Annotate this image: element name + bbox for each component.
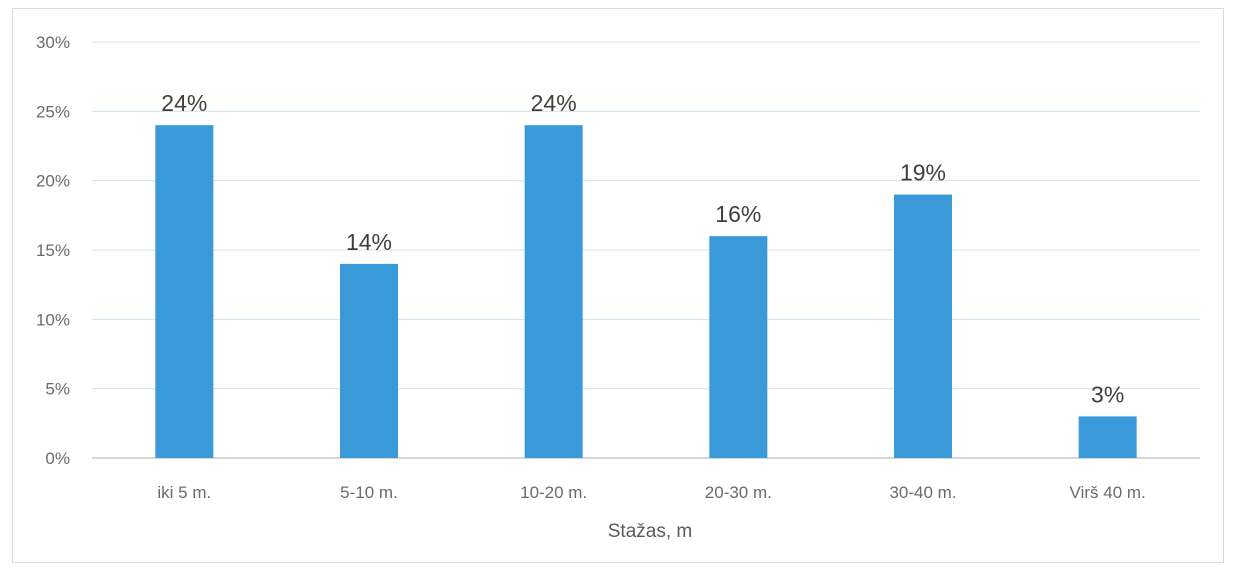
y-tick-label: 10% bbox=[36, 310, 70, 329]
data-labels: 24% 14% 24% 16% 19% 3% bbox=[161, 90, 1124, 407]
chart-frame bbox=[12, 8, 1224, 563]
bar bbox=[155, 125, 214, 458]
data-label: 19% bbox=[900, 160, 946, 186]
bar bbox=[709, 236, 768, 458]
data-label: 14% bbox=[346, 229, 392, 255]
y-tick-label: 20% bbox=[36, 172, 70, 191]
x-axis-ticks: iki 5 m. 5-10 m. 10-20 m. 20-30 m. 30-40 m. V… bbox=[157, 483, 1145, 502]
bar bbox=[1078, 416, 1137, 458]
data-label: 24% bbox=[161, 90, 207, 116]
y-tick-label: 25% bbox=[36, 102, 70, 121]
x-tick-label: 20-30 m. bbox=[705, 483, 772, 502]
y-axis-ticks: 0% 5% 10% 15% 20% 25% 30% bbox=[36, 33, 70, 468]
x-axis-title: Stažas, m bbox=[608, 521, 692, 542]
bar bbox=[340, 263, 398, 458]
bar bbox=[894, 194, 952, 459]
x-tick-label: 10-20 m. bbox=[520, 483, 587, 502]
x-tick-label: Virš 40 m. bbox=[1070, 483, 1146, 502]
y-tick-label: 5% bbox=[45, 380, 70, 399]
x-tick-label: 5-10 m. bbox=[340, 483, 398, 502]
y-tick-label: 15% bbox=[36, 241, 70, 260]
x-tick-label: iki 5 m. bbox=[157, 483, 211, 502]
data-label: 24% bbox=[531, 90, 577, 116]
gridlines bbox=[92, 41, 1200, 459]
y-tick-label: 0% bbox=[45, 449, 70, 468]
x-tick-label: 30-40 m. bbox=[889, 483, 956, 502]
bar bbox=[524, 125, 583, 458]
data-label: 3% bbox=[1091, 381, 1124, 407]
y-tick-label: 30% bbox=[36, 33, 70, 52]
data-label: 16% bbox=[715, 201, 761, 227]
bars bbox=[155, 125, 1137, 459]
